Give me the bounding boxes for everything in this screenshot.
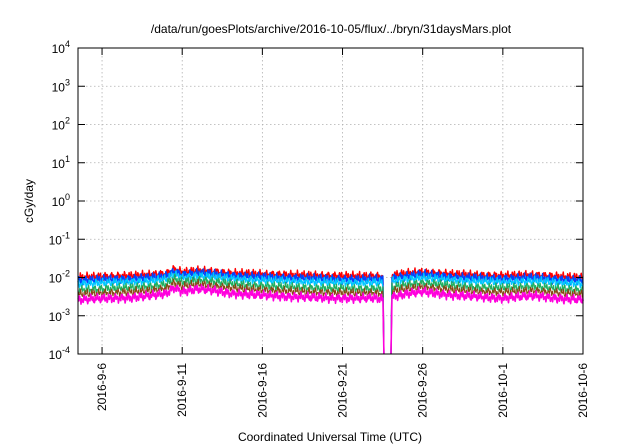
y-tick-label: 103: [52, 77, 70, 94]
y-tick-label: 102: [52, 116, 70, 133]
y-tick-label: 10-3: [49, 307, 70, 324]
x-tick-label: 2016-9-16: [255, 363, 269, 418]
x-tick-label: 2016-10-6: [576, 363, 590, 418]
y-tick-label: 101: [52, 154, 70, 171]
y-tick-label: 10-2: [49, 269, 70, 286]
x-tick-label: 2016-10-1: [496, 363, 510, 418]
y-tick-label: 10-1: [49, 230, 70, 247]
y-axis-label: cGy/day: [22, 179, 36, 223]
tick-labels: 10-4 10-3 10-2 10-1 100 101 102 103 104 2016-9-6 2…: [49, 39, 590, 418]
series-line: [390, 279, 584, 355]
y-tick-label: 100: [52, 192, 70, 209]
axis-ticks: [78, 47, 584, 355]
chart-title: /data/run/goesPlots/archive/2016-10-05/f…: [151, 22, 512, 36]
y-tick-label: 10-4: [49, 345, 70, 362]
x-axis-label: Coordinated Universal Time (UTC): [238, 430, 422, 444]
series-line: [77, 284, 385, 355]
x-tick-label: 2016-9-21: [336, 363, 350, 418]
y-tick-label: 104: [52, 39, 70, 56]
x-tick-label: 2016-9-26: [416, 363, 430, 418]
x-tick-label: 2016-9-11: [175, 363, 189, 417]
series-lines: [77, 265, 584, 355]
x-tick-label: 2016-9-6: [95, 363, 109, 411]
series-line: [390, 286, 584, 355]
